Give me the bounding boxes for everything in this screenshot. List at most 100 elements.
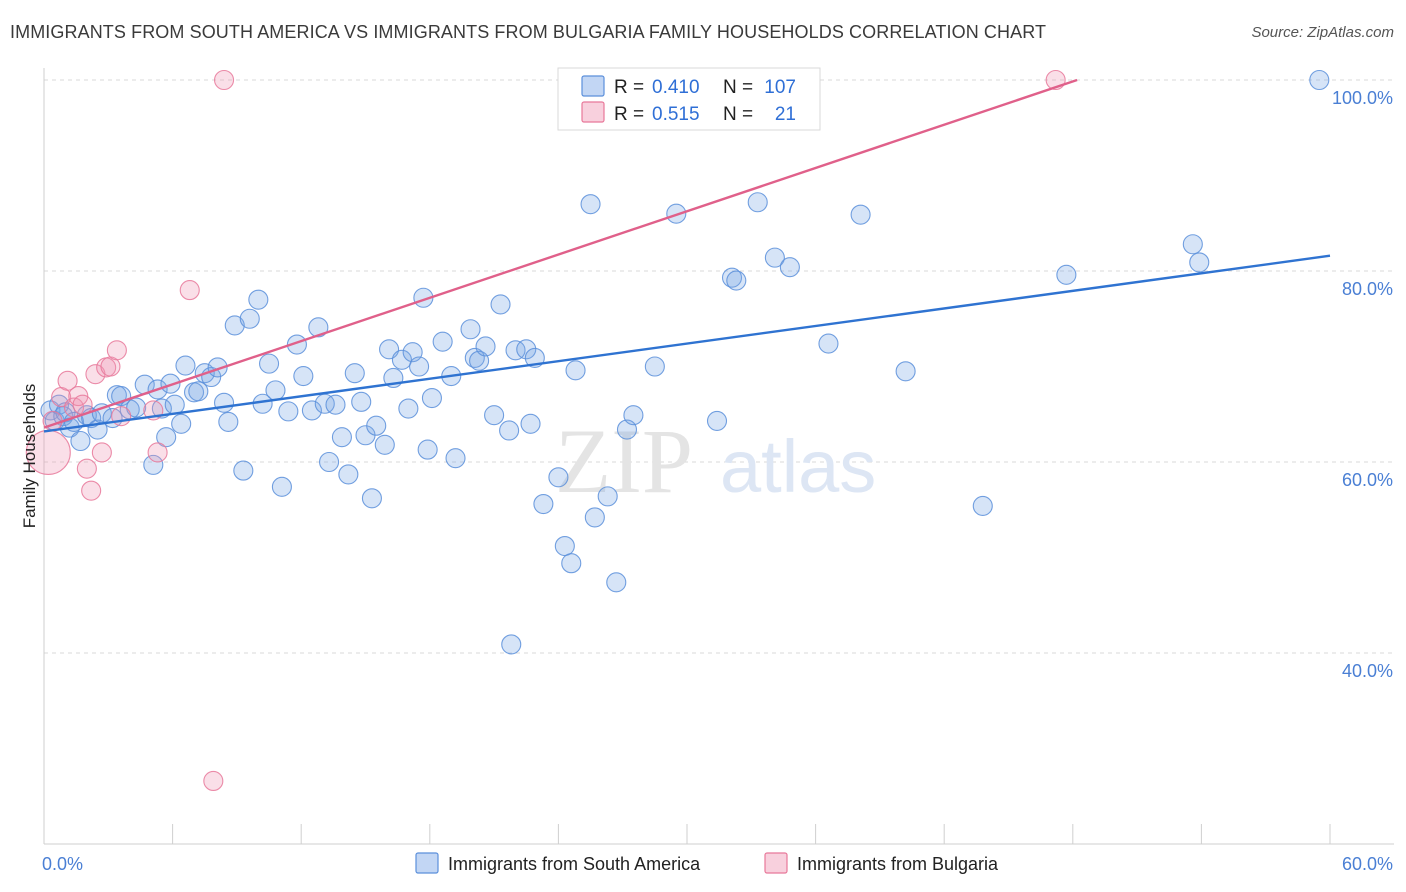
blue-data-point [475, 336, 496, 357]
blue-data-point [1182, 234, 1203, 255]
blue-data-point [175, 355, 196, 376]
pink-data-point [179, 280, 200, 301]
blue-data-point [499, 420, 520, 441]
labels-layer: 0.0% 60.0% Family Households 40.0% 60.0% 8… [20, 88, 1393, 874]
legend-top-blue-n-label: N = [723, 77, 753, 98]
legend-top-pink-n-label: N = [723, 104, 753, 125]
y-tick-label: 100.0% [1332, 88, 1393, 108]
pink-data-point [57, 370, 78, 391]
blue-data-point [213, 392, 235, 413]
blue-data-point [490, 294, 511, 315]
legend-top-pink-r-label: R = [614, 104, 644, 125]
legend-bottom: Immigrants from South America Immigrants… [415, 852, 999, 874]
blue-data-point [565, 360, 586, 381]
blue-data-point [644, 356, 665, 377]
blue-data-point [278, 401, 299, 422]
blue-data-point [293, 365, 314, 387]
legend-bottom-pink-swatch [764, 852, 788, 874]
blue-data-point [597, 486, 618, 507]
blue-data-point [207, 357, 228, 378]
blue-data-point [554, 535, 575, 557]
blue-data-point [391, 349, 412, 370]
blue-data-point [747, 192, 768, 213]
legend-bottom-blue-swatch [415, 852, 439, 874]
blue-data-point [70, 430, 91, 452]
source-credit: Source: ZipAtlas.com [1251, 24, 1394, 41]
blue-data-point [325, 394, 346, 415]
blue-data-point [850, 204, 871, 225]
blue-data-point [338, 464, 359, 485]
y-tick-label: 80.0% [1342, 279, 1393, 299]
blue-trend-line [43, 254, 1331, 433]
legend-bottom-pink-label: Immigrants from Bulgaria [797, 854, 999, 874]
watermark-atlas: atlas [720, 425, 876, 508]
pink-data-point [81, 480, 102, 501]
legend-top-pink-r-value: 0.515 [652, 104, 700, 125]
blue-data-point [361, 488, 382, 509]
blue-data-point [623, 405, 644, 426]
legend-top-pink-n-value: 21 [775, 104, 796, 125]
legend-top-box [557, 67, 821, 131]
blue-data-point [126, 397, 147, 418]
y-tick-label: 60.0% [1342, 470, 1393, 490]
blue-data-point [398, 398, 419, 419]
blue-data-point [143, 454, 164, 475]
blue-data-point [445, 448, 466, 469]
pink-data-point [91, 442, 112, 463]
blue-data-point [764, 247, 785, 268]
blue-data-point [726, 270, 747, 291]
pink-data-point [203, 770, 224, 792]
grid-layer [44, 79, 1394, 844]
blue-data-point [351, 391, 372, 412]
pink-data-point [76, 458, 97, 479]
legend-top-blue-n-value: 107 [764, 77, 796, 98]
blue-data-point [271, 476, 292, 497]
blue-data-point [344, 363, 365, 384]
blue-data-point [1189, 252, 1210, 273]
blue-data-point [265, 380, 286, 401]
blue-data-point [501, 634, 522, 655]
blue-data-point [516, 339, 537, 360]
blue-data-point [1309, 69, 1330, 91]
blue-data-point [972, 495, 993, 516]
pink-data-point [106, 340, 127, 361]
points-layer [25, 69, 1330, 792]
chart-title: IMMIGRANTS FROM SOUTH AMERICA VS IMMIGRA… [10, 22, 1047, 42]
blue-data-point [505, 340, 526, 361]
legend-top-pink-swatch [581, 101, 605, 123]
watermark: ZIP atlas [555, 410, 876, 512]
blue-data-point [308, 317, 329, 338]
blue-data-point [258, 353, 280, 374]
blue-data-point [533, 493, 554, 515]
blue-data-point [421, 387, 442, 409]
blue-data-point [895, 361, 916, 382]
legend-top-blue-r-label: R = [614, 77, 644, 98]
blue-data-point [319, 451, 340, 473]
blue-data-point [151, 398, 172, 419]
blue-data-point [248, 289, 269, 310]
blue-data-point [460, 319, 481, 340]
blue-data-point [366, 415, 387, 436]
blue-data-point [779, 257, 800, 278]
legend-top-blue-r-value: 0.410 [652, 77, 700, 98]
pink-data-point [147, 442, 168, 463]
blue-data-point [233, 460, 254, 481]
blue-data-point [548, 467, 569, 488]
blue-data-point [409, 356, 430, 377]
blue-data-point [331, 427, 352, 448]
blue-data-point [706, 410, 728, 431]
blue-data-point [239, 308, 260, 329]
legend-top-blue-swatch [581, 75, 605, 97]
blue-data-point [188, 381, 209, 402]
legend-bottom-blue-label: Immigrants from South America [448, 854, 701, 874]
trend-layer [43, 78, 1331, 433]
blue-data-point [374, 434, 395, 455]
blue-data-point [417, 439, 438, 460]
blue-data-point [818, 333, 839, 354]
blue-data-point [156, 427, 177, 448]
blue-data-point [580, 194, 601, 215]
legend-top: R = 0.410 N = 107 R = 0.515 N = 21 [557, 67, 821, 131]
blue-data-point [1056, 264, 1077, 285]
blue-data-point [561, 553, 582, 574]
